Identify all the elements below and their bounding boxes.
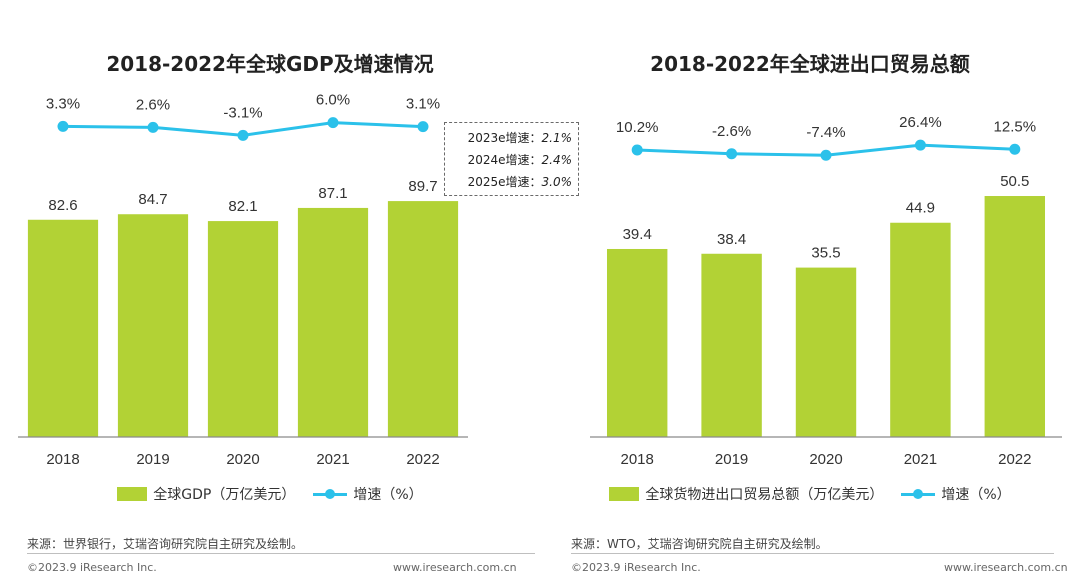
x-tick-label: 2020 xyxy=(226,451,259,468)
legend-item-trade: 全球货物进出口贸易总额（万亿美元） xyxy=(609,484,883,504)
legend-bar-swatch xyxy=(117,487,148,501)
website-right: www.iresearch.com.cn xyxy=(944,561,1068,574)
bar xyxy=(117,214,189,437)
legend-bar-swatch xyxy=(609,487,640,501)
x-tick-label: 2020 xyxy=(809,451,842,468)
x-tick-label: 2022 xyxy=(406,451,439,468)
x-tick-label: 2018 xyxy=(46,451,79,468)
legend-label: 全球货物进出口贸易总额（万亿美元） xyxy=(645,487,884,503)
bar-value-label: 35.5 xyxy=(811,245,840,262)
forecast-annotation-box: 2023e增速：2.1% 2024e增速：2.4% 2025e增速：3.0% xyxy=(444,122,579,196)
growth-point xyxy=(327,117,339,129)
bar xyxy=(890,222,951,437)
x-tick-label: 2021 xyxy=(904,451,937,468)
bar-value-label: 89.7 xyxy=(408,178,437,195)
forecast-2025: 2025e增速：3.0% xyxy=(467,175,572,189)
bar-value-label: 38.4 xyxy=(717,231,746,248)
growth-point xyxy=(914,139,926,151)
growth-point xyxy=(147,121,159,133)
legend-line-swatch xyxy=(313,488,348,500)
growth-point xyxy=(726,148,738,160)
legend-line-swatch xyxy=(901,488,936,500)
growth-value-label: 12.5% xyxy=(994,118,1037,135)
legend-label: 增速（%） xyxy=(941,487,1011,503)
x-tick-label: 2019 xyxy=(136,451,169,468)
bar xyxy=(27,219,99,437)
growth-value-label: 3.1% xyxy=(406,96,440,113)
bar xyxy=(606,248,668,437)
growth-value-label: -2.6% xyxy=(712,123,751,140)
growth-value-label: 2.6% xyxy=(136,96,170,113)
x-tick-label: 2019 xyxy=(715,451,748,468)
bar xyxy=(984,196,1046,437)
forecast-2023: 2023e增速：2.1% xyxy=(467,131,572,145)
legend-label: 增速（%） xyxy=(353,487,423,503)
gdp-chart-svg: 82.6 2018 84.7 2019 82.1 2020 87.1 2021 89.7 2022… xyxy=(18,92,468,468)
footer-divider-right xyxy=(571,553,1054,554)
growth-point xyxy=(57,120,69,132)
bar-value-label: 84.7 xyxy=(138,191,167,208)
growth-value-label: 6.0% xyxy=(316,92,350,109)
copyright-right: ©2023.9 iResearch Inc. xyxy=(571,561,701,574)
footer-divider-left xyxy=(27,553,535,554)
gdp-chart-panel: 2018-2022年全球GDP及增速情况 82.6 2018 84.7 2019 82.… xyxy=(0,0,579,530)
bar xyxy=(297,207,369,437)
forecast-2024: 2024e增速：2.4% xyxy=(467,153,572,167)
bar-value-label: 87.1 xyxy=(318,185,347,202)
bar-value-label: 82.6 xyxy=(48,197,77,214)
growth-value-label: -3.1% xyxy=(223,104,262,121)
legend-item-growth: 增速（%） xyxy=(901,484,1011,504)
source-note-left: 来源：世界银行，艾瑞咨询研究院自主研究及绘制。 xyxy=(27,537,304,551)
legend-item-gdp: 全球GDP（万亿美元） xyxy=(117,484,295,504)
growth-value-label: 10.2% xyxy=(616,119,659,136)
trade-chart-svg: 39.4 2018 38.4 2019 35.5 2020 44.9 2021 50.5 2022… xyxy=(590,114,1062,468)
legend-item-growth: 增速（%） xyxy=(313,484,423,504)
bar xyxy=(207,221,279,437)
copyright-left: ©2023.9 iResearch Inc. xyxy=(27,561,157,574)
trade-chart-panel: 2018-2022年全球进出口贸易总额 39.4 2018 38.4 2019 35.5… xyxy=(540,0,1080,530)
growth-point xyxy=(237,129,249,141)
bar-value-label: 44.9 xyxy=(906,200,935,217)
bar xyxy=(795,267,857,437)
growth-value-label: -7.4% xyxy=(806,124,845,141)
bar xyxy=(387,201,459,437)
legend: 全球GDP（万亿美元） 增速（%） xyxy=(0,484,540,504)
x-tick-label: 2021 xyxy=(316,451,349,468)
growth-value-label: 26.4% xyxy=(899,114,942,131)
source-note-right: 来源：WTO，艾瑞咨询研究院自主研究及绘制。 xyxy=(571,537,828,551)
legend-label: 全球GDP（万亿美元） xyxy=(153,487,296,503)
growth-point xyxy=(631,144,643,156)
bar xyxy=(701,253,762,437)
growth-point xyxy=(417,121,429,133)
growth-value-label: 3.3% xyxy=(46,95,80,112)
bar-value-label: 50.5 xyxy=(1000,173,1029,190)
chart-title: 2018-2022年全球进出口贸易总额 xyxy=(650,52,970,76)
website-left: www.iresearch.com.cn xyxy=(393,561,517,574)
growth-point xyxy=(1009,143,1021,155)
legend: 全球货物进出口贸易总额（万亿美元） 增速（%） xyxy=(540,484,1080,504)
growth-point xyxy=(820,149,832,161)
chart-title: 2018-2022年全球GDP及增速情况 xyxy=(106,52,434,76)
x-tick-label: 2022 xyxy=(998,451,1031,468)
bar-value-label: 39.4 xyxy=(623,226,652,243)
x-tick-label: 2018 xyxy=(621,451,654,468)
bar-value-label: 82.1 xyxy=(228,198,257,215)
